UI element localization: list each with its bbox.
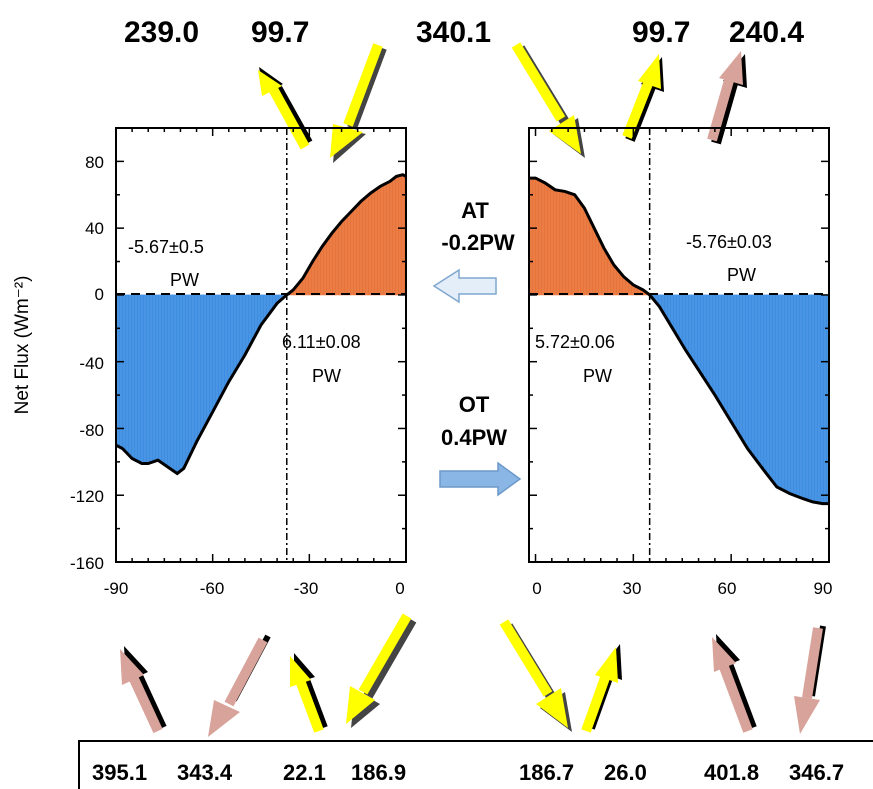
y-tick-minus120: -120 xyxy=(70,487,104,506)
bottom-flux-values: 395.1 343.4 22.1 186.9 186.7 26.0 401.8 … xyxy=(92,760,844,785)
surface-lw-up-arrow-north xyxy=(712,634,757,733)
bottom-value-solar-north: 186.7 xyxy=(519,760,574,785)
flux-area-segment xyxy=(544,182,556,296)
y-tick-0: 0 xyxy=(95,285,104,304)
top-value-incoming-solar: 340.1 xyxy=(416,16,491,49)
surface-reflected-arrow-north xyxy=(581,644,622,733)
flux-area-segment xyxy=(802,294,814,503)
back-radiation-arrow-south xyxy=(208,634,271,737)
bottom-value-reflected-south: 22.1 xyxy=(283,760,326,785)
x-tick-30: 30 xyxy=(623,579,642,598)
flux-area-segment xyxy=(763,294,778,488)
x-tick-90: 90 xyxy=(814,579,833,598)
flux-area-segment xyxy=(131,294,143,464)
y-tick-minus160: -160 xyxy=(70,554,104,573)
olr-arrow-north xyxy=(707,51,747,145)
back-radiation-arrow-north xyxy=(794,625,826,734)
bottom-value-surface-lw-up-north: 401.8 xyxy=(704,760,759,785)
annotation-surplus-unit: PW xyxy=(312,366,341,386)
y-tick-80: 80 xyxy=(85,153,104,172)
flux-area-segment xyxy=(147,294,159,464)
surface-solar-arrow-north xyxy=(499,619,572,732)
flux-area-segment xyxy=(350,200,362,296)
bottom-arrows xyxy=(120,613,826,737)
x-tick-0: 0 xyxy=(395,579,404,598)
flux-area-segment xyxy=(360,192,371,296)
bottom-value-solar-south: 186.9 xyxy=(351,760,406,785)
x-tick-minus90: -90 xyxy=(104,579,129,598)
tick-marks xyxy=(115,127,407,563)
plot-frame xyxy=(528,127,830,563)
y-tick-minus40: -40 xyxy=(79,354,104,373)
ot-value: 0.4PW xyxy=(441,425,507,450)
surface-lw-up-arrow-south xyxy=(120,646,167,734)
atmospheric-transport: AT -0.2PW xyxy=(432,198,515,304)
top-flux-values: 239.0 99.7 340.1 99.7 240.4 xyxy=(124,16,804,49)
solar-arrow-south xyxy=(330,43,387,163)
top-value-olr-south: 239.0 xyxy=(124,16,199,49)
ocean-transport: OT 0.4PW xyxy=(439,392,522,497)
at-value: -0.2PW xyxy=(441,230,515,255)
annotation-deficit: -5.67±0.5 xyxy=(128,237,204,257)
bottom-values-box xyxy=(78,740,873,789)
x-tick-minus60: -60 xyxy=(200,579,225,598)
net-flux-curve xyxy=(529,176,829,506)
y-axis-label: Net Flux (Wm⁻²) xyxy=(12,276,33,415)
annotation-surplus-unit: PW xyxy=(583,366,612,386)
bottom-value-back-radiation-south: 343.4 xyxy=(177,760,233,785)
surface-solar-arrow-south xyxy=(346,613,417,728)
annotation-deficit: -5.76±0.03 xyxy=(686,232,772,252)
annotation-surplus: 5.72±0.06 xyxy=(535,332,615,352)
bottom-value-back-radiation-north: 346.7 xyxy=(789,760,844,785)
at-arrow-icon xyxy=(432,268,497,304)
chart-panel-southern: 80 40 0 -40 -80 -120 -160 -90 -60 -30 0 … xyxy=(70,127,407,598)
x-tick-0: 0 xyxy=(532,579,541,598)
chart-panel-northern: 0 30 60 90 -5.76±0.03 PW 5.72±0.06 PW xyxy=(528,127,833,598)
annotation-deficit-unit: PW xyxy=(170,270,199,290)
net-flux-curve xyxy=(115,173,407,476)
top-value-reflected-north: 99.7 xyxy=(632,16,690,49)
top-arrows xyxy=(258,42,747,163)
x-tick-60: 60 xyxy=(718,579,737,598)
top-value-reflected-south: 99.7 xyxy=(251,16,309,49)
tick-marks xyxy=(529,127,830,563)
at-label: AT xyxy=(461,198,489,223)
ot-label: OT xyxy=(459,392,490,417)
y-tick-minus80: -80 xyxy=(79,421,104,440)
flux-area-segment xyxy=(554,189,566,296)
ot-arrow-icon xyxy=(439,461,522,497)
surface-reflected-arrow-south xyxy=(290,653,328,733)
top-value-olr-north: 240.4 xyxy=(729,16,804,49)
flux-area-segment xyxy=(812,294,823,504)
solar-arrow-north xyxy=(511,42,585,158)
annotation-surplus: 6.11±0.08 xyxy=(282,332,361,352)
bottom-value-surface-lw-up-south: 395.1 xyxy=(92,760,147,785)
olr-arrow-south xyxy=(258,67,313,150)
x-tick-minus30: -30 xyxy=(294,579,319,598)
y-tick-40: 40 xyxy=(85,219,104,238)
annotation-deficit-unit: PW xyxy=(727,265,756,285)
bottom-value-reflected-north: 26.0 xyxy=(604,760,647,785)
